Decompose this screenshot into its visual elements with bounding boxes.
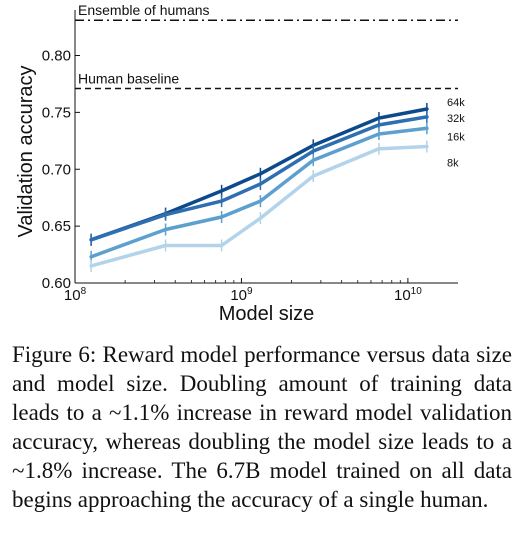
y-tick-label: 0.60 [42, 275, 71, 292]
x-axis-title: Model size [219, 303, 315, 325]
human-baseline-label: Human baseline [78, 70, 179, 86]
ensemble-of-humans-label: Ensemble of humans [78, 2, 210, 18]
series-line-8k [89, 144, 429, 268]
series-label-64k: 64k [447, 97, 465, 109]
y-axis-title: Validation accuracy [15, 66, 37, 238]
validation-accuracy-chart: 0.60 0.65 0.70 0.75 0.80 108 109 1010 Model size… [15, 2, 465, 325]
y-tick-label: 0.70 [42, 161, 71, 178]
x-tick-label: 108 [64, 286, 87, 304]
x-tick-label: 109 [230, 286, 253, 304]
series-line-16k [89, 126, 429, 259]
x-tick-label: 1010 [394, 286, 422, 304]
y-tick-label: 0.65 [42, 218, 71, 235]
figure-caption: Figure 6: Reward model performance versu… [12, 342, 512, 512]
y-tick-label: 0.80 [42, 48, 71, 65]
series-label-8k: 8k [447, 158, 459, 170]
series-label-16k: 16k [447, 131, 465, 143]
series-label-32k: 32k [447, 113, 465, 125]
y-tick-label: 0.75 [42, 104, 71, 121]
